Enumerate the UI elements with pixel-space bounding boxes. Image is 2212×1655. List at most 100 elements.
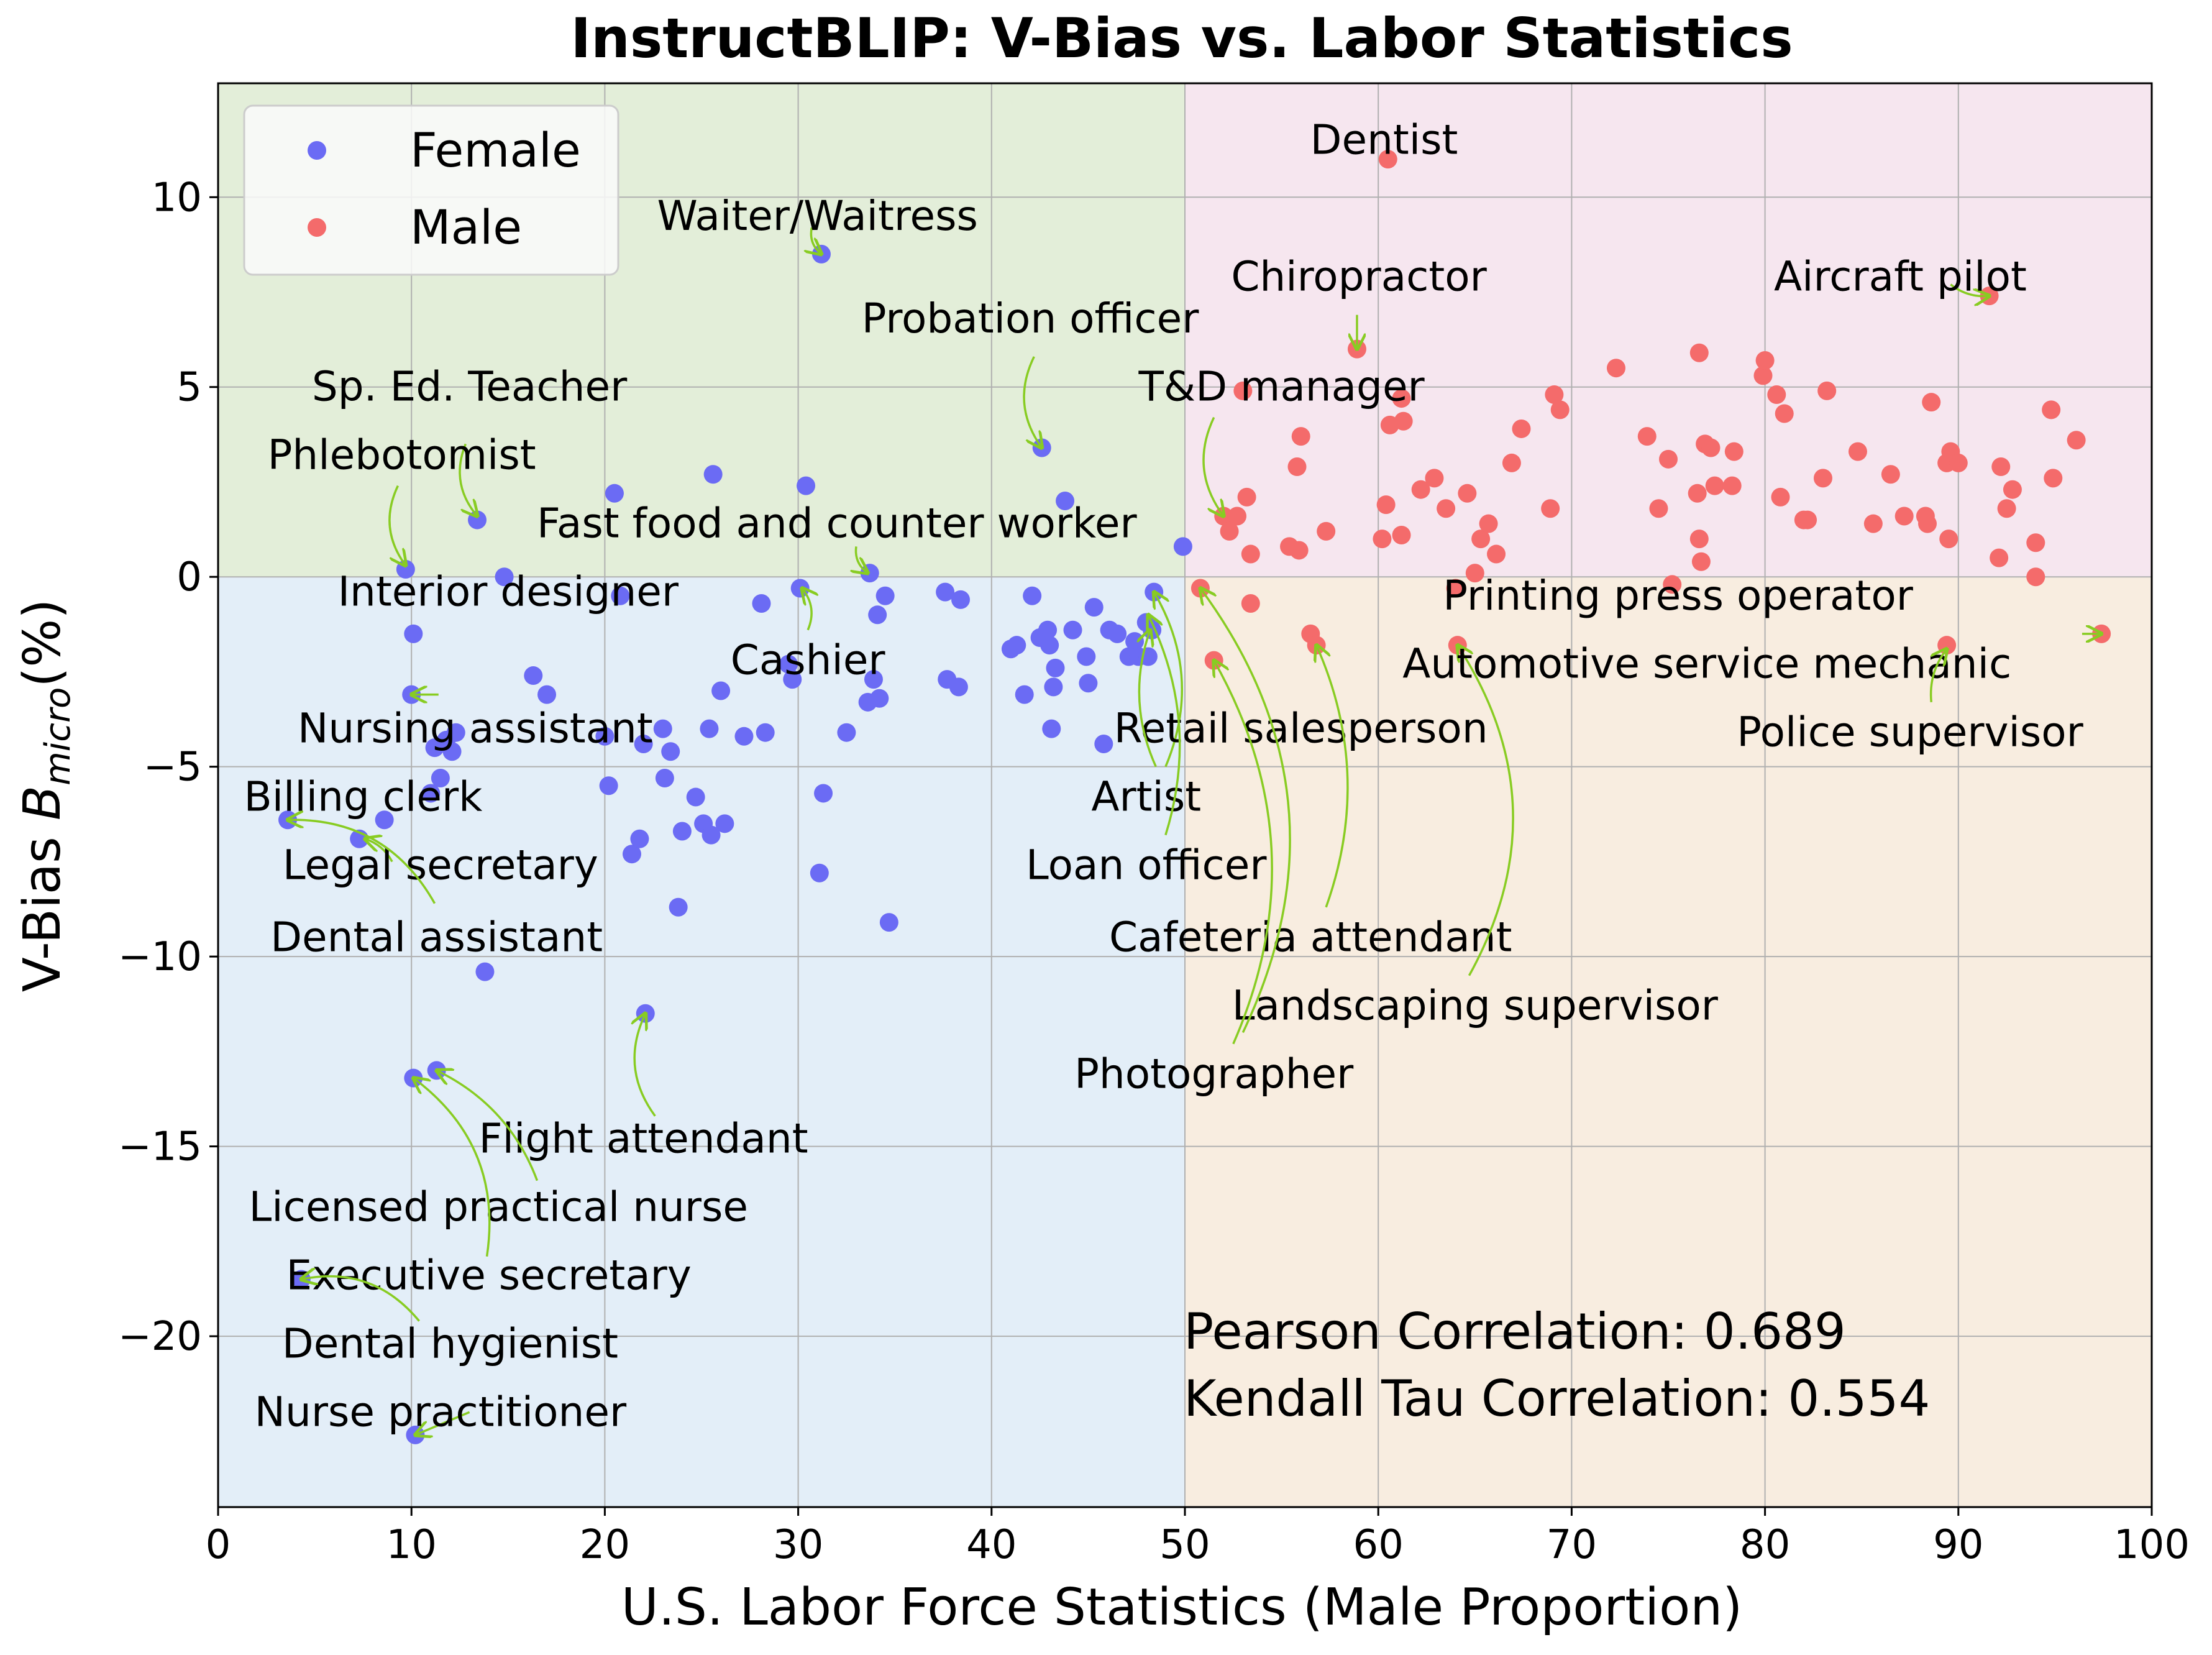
annotation-arrow-waiter-waitress: [811, 227, 821, 254]
female-point-40: [703, 465, 723, 484]
female-point-56: [870, 689, 889, 708]
annotation-arrow-fast-food-and-counter-worker: [856, 546, 867, 573]
annotation-arrow-sp-ed-teacher: [459, 443, 477, 516]
male-point-59: [1798, 510, 1817, 530]
female-point-14: [524, 666, 543, 685]
y-tick-label-3: −5: [144, 745, 202, 791]
female-point-74: [1056, 492, 1075, 511]
male-point-24: [1411, 480, 1430, 499]
female-point-76: [1077, 647, 1096, 666]
male-point-50: [1705, 476, 1724, 495]
male-point-23: [1394, 411, 1413, 431]
female-point-53: [860, 564, 879, 583]
male-point-68: [1922, 393, 1941, 412]
y-tick-label-6: −20: [118, 1314, 202, 1360]
male-point-10: [1289, 541, 1309, 560]
annotation-label-executive-secretary: Executive secretary: [286, 1251, 691, 1299]
male-point-76: [1991, 457, 2011, 477]
female-point-57: [875, 586, 895, 605]
quadrant-region-1: [1185, 83, 2152, 577]
female-point-50: [814, 784, 833, 803]
male-point-27: [1446, 579, 1465, 598]
annotation-arrow-loan-officer: [1148, 615, 1181, 836]
female-point-25: [622, 845, 641, 864]
legend-label-female: Female: [410, 122, 581, 178]
annotation-arrow-cafeteria-attendant: [1317, 645, 1349, 908]
y-axis-label: V-Bias Bmicro(%): [13, 599, 78, 992]
annotation-arrow-probation-officer: [1023, 356, 1042, 448]
female-point-77: [1079, 674, 1098, 693]
x-tick-label-0: 0: [206, 1522, 231, 1568]
quadrant-region-3: [1185, 577, 2152, 1507]
male-point-3: [1220, 521, 1239, 541]
male-point-18: [1376, 495, 1396, 515]
annotation-arrow-photographer-2: [1200, 589, 1291, 1034]
male-point-49: [1701, 438, 1721, 457]
annotation-arrow-artist: [1139, 630, 1157, 768]
male-point-83: [2067, 431, 2086, 450]
annotation-label-chiropractor: Chiropractor: [1231, 253, 1487, 301]
female-point-71: [1042, 719, 1061, 738]
legend-marker-female: [308, 141, 326, 160]
annotation-label-dental-assistant: Dental assistant: [270, 914, 603, 961]
male-point-63: [1863, 514, 1883, 533]
male-point-55: [1767, 385, 1786, 404]
annotation-arrow-retail-salesperson: [1154, 592, 1184, 768]
annotation-arrow-aircraft-pilot: [1950, 283, 1989, 296]
female-point-9: [375, 810, 394, 830]
female-point-75: [1063, 620, 1082, 640]
female-point-7: [446, 723, 465, 742]
female-point-22: [611, 586, 630, 605]
annotation-arrow-landscaping-supervisor: [1458, 645, 1514, 976]
female-point-42: [752, 594, 771, 613]
male-point-75: [1990, 548, 2009, 567]
male-point-64: [1881, 465, 1900, 484]
annotation-label-photographer: Photographer: [1074, 1050, 1354, 1098]
male-point-77: [1997, 499, 2016, 518]
female-point-37: [702, 825, 721, 845]
female-point-36: [700, 719, 719, 738]
male-point-5: [1233, 381, 1253, 400]
male-point-8: [1241, 594, 1260, 613]
annotation-label-waiter-waitress: Waiter/Waitress: [657, 192, 978, 240]
quadrant-backgrounds: [218, 83, 2152, 1507]
annotation-label-nursing-assistant: Nursing assistant: [298, 705, 653, 753]
pearson-correlation: Pearson Correlation: 0.689: [1184, 1303, 1846, 1360]
x-tick-label-4: 40: [966, 1522, 1017, 1568]
female-point-47: [797, 476, 816, 495]
male-point-22: [1392, 389, 1411, 408]
male-point-43: [1663, 575, 1682, 594]
female-point-13: [495, 567, 514, 587]
annotation-label-sp-ed-teacher: Sp. Ed. Teacher: [312, 363, 628, 411]
female-point-16: [475, 962, 495, 981]
annotation-arrow-flight-attendant: [634, 1014, 656, 1117]
annotation-label-automotive-service-mechanic: Automotive service mechanic: [1402, 640, 2011, 688]
male-point-17: [1373, 530, 1392, 549]
male-point-46: [1689, 530, 1709, 549]
male-point-7: [1241, 544, 1260, 564]
y-tick-label-5: −15: [118, 1124, 202, 1170]
male-point-32: [1479, 514, 1498, 533]
female-point-64: [1007, 636, 1026, 655]
female-point-51: [837, 723, 856, 742]
annotation-label-cafeteria-attendant: Cafeteria attendant: [1109, 914, 1512, 961]
male-point-40: [1637, 427, 1657, 446]
male-point-15: [1317, 521, 1336, 541]
annotation-label-t-d-manager: T&D manager: [1138, 363, 1425, 411]
annotation-label-artist: Artist: [1091, 773, 1201, 821]
female-point-61: [949, 677, 968, 697]
male-point-35: [1512, 419, 1531, 438]
female-point-62: [951, 590, 971, 609]
annotation-label-flight-attendant: Flight attendant: [479, 1114, 808, 1162]
male-point-11: [1287, 457, 1307, 477]
male-point-52: [1724, 442, 1744, 461]
female-point-8: [421, 784, 441, 803]
y-tick-label-2: 0: [176, 554, 202, 600]
annotation-label-landscaping-supervisor: Landscaping supervisor: [1232, 982, 1719, 1030]
male-point-56: [1771, 487, 1790, 507]
female-point-45: [783, 670, 802, 689]
male-point-26: [1437, 499, 1456, 518]
female-point-38: [711, 681, 731, 700]
x-tick-label-7: 70: [1547, 1522, 1597, 1568]
x-tick-label-1: 10: [386, 1522, 436, 1568]
